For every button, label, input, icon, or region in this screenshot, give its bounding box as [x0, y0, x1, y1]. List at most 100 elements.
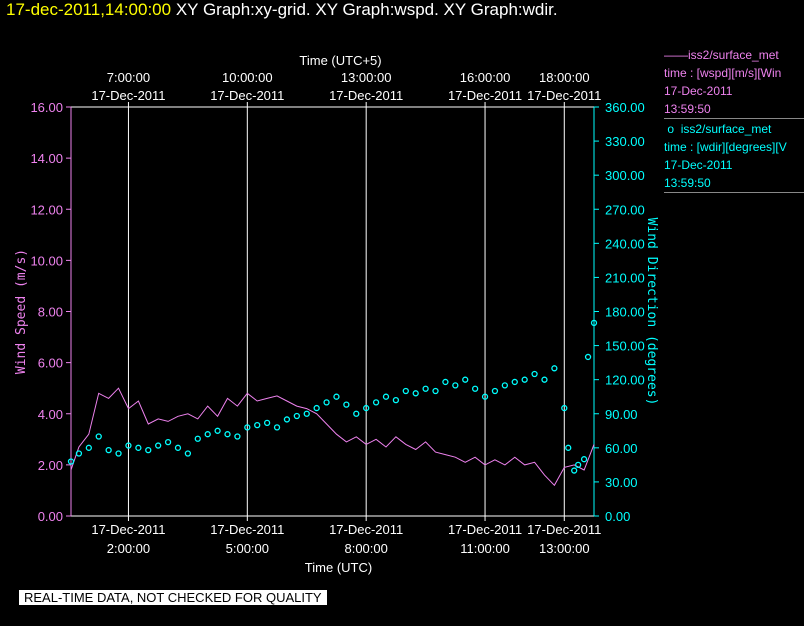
wind-direction-point	[402, 387, 409, 395]
wind-direction-point	[75, 450, 83, 457]
wind-direction-point	[303, 410, 310, 417]
wind-direction-point	[481, 393, 489, 400]
wind-direction-point	[452, 382, 459, 389]
top-tick-date: 17-Dec-2011	[448, 88, 522, 103]
bottom-tick-date: 17-Dec-2011	[527, 522, 601, 537]
right-tick-label: 210.00	[605, 270, 645, 285]
wind-direction-point	[590, 319, 598, 327]
wind-direction-point	[363, 404, 370, 412]
wind-direction-point	[432, 387, 439, 395]
top-tick-date: 17-Dec-2011	[329, 88, 403, 103]
right-tick-label: 120.00	[605, 373, 645, 388]
right-tick-label: 270.00	[605, 202, 645, 217]
wind-direction-point	[521, 376, 528, 383]
left-tick-label: 0.00	[38, 509, 63, 524]
wind-direction-point	[283, 416, 291, 423]
wind-direction-point	[382, 393, 390, 400]
legend-wind-direction: o iss2/surface_met time : [wdir][degrees…	[664, 118, 804, 193]
right-tick-label: 60.00	[605, 441, 638, 456]
right-tick-label: 0.00	[605, 509, 630, 524]
quality-notice: REAL-TIME DATA, NOT CHECKED FOR QUALITY	[19, 590, 327, 605]
wind-direction-point	[541, 376, 548, 383]
left-tick-label: 6.00	[38, 356, 63, 371]
right-axis-label: Wind Direction (degrees)	[644, 218, 659, 406]
bottom-tick-time: 5:00:00	[226, 541, 269, 556]
wind-direction-point	[85, 444, 92, 451]
wind-speed-line	[70, 387, 595, 487]
wind-direction-point	[584, 353, 592, 361]
top-tick-time: 10:00:00	[222, 70, 273, 85]
wind-direction-point	[343, 401, 350, 408]
legend-wind-speed: ——iss2/surface_met time : [wspd][m/s][Wi…	[664, 46, 804, 118]
wind-direction-point	[164, 439, 172, 446]
legend-wspd-title: ——iss2/surface_met	[664, 48, 779, 62]
right-tick-label: 150.00	[605, 339, 645, 354]
wind-direction-point	[580, 456, 588, 463]
bottom-tick-date: 17-Dec-2011	[448, 522, 522, 537]
wind-direction-point	[471, 385, 479, 392]
wind-direction-point	[531, 370, 538, 378]
wind-direction-point	[491, 387, 499, 395]
wind-direction-point	[263, 419, 271, 426]
bottom-axis-label: Time (UTC)	[305, 560, 372, 575]
top-tick-date: 17-Dec-2011	[210, 88, 284, 103]
top-tick-time: 13:00:00	[341, 70, 392, 85]
right-tick-label: 330.00	[605, 134, 645, 149]
legend-wspd-date: 17-Dec-2011	[664, 84, 733, 98]
wind-direction-point	[105, 446, 112, 454]
bottom-tick-time: 11:00:00	[460, 541, 510, 556]
wind-direction-point	[254, 421, 261, 429]
wind-direction-point	[372, 399, 380, 406]
wind-direction-point	[244, 424, 251, 431]
wind-direction-point	[333, 393, 340, 400]
wind-direction-point	[313, 404, 320, 412]
legend-wdir-title: o iss2/surface_met	[664, 122, 772, 136]
wind-direction-point	[115, 450, 122, 457]
right-tick-label: 30.00	[605, 475, 638, 490]
wind-direction-point	[442, 378, 449, 386]
wind-direction-point	[145, 446, 152, 454]
wind-direction-point	[323, 399, 330, 406]
wind-direction-point	[224, 431, 231, 438]
left-tick-label: 14.00	[30, 151, 63, 166]
wind-direction-point	[125, 442, 132, 449]
wind-direction-point	[551, 365, 558, 372]
wind-direction-point	[204, 431, 211, 438]
top-tick-time: 18:00:00	[539, 70, 590, 85]
wind-direction-point	[273, 424, 281, 431]
top-tick-time: 16:00:00	[460, 70, 511, 85]
top-tick-date: 17-Dec-2011	[527, 88, 601, 103]
wind-direction-point	[422, 385, 429, 392]
left-tick-label: 4.00	[38, 407, 63, 422]
left-tick-label: 16.00	[30, 100, 63, 115]
legend-wdir-desc: time : [wdir][degrees][V	[664, 140, 787, 154]
wind-direction-point	[67, 458, 75, 465]
wind-direction-point	[353, 410, 360, 417]
wind-direction-point	[135, 444, 142, 451]
legend-divider	[664, 118, 804, 119]
wind-direction-point	[293, 412, 300, 420]
wind-direction-point	[561, 404, 568, 412]
left-tick-label: 8.00	[38, 305, 63, 320]
wind-direction-point	[501, 382, 509, 389]
legend-divider	[664, 192, 804, 193]
left-tick-label: 10.00	[30, 253, 63, 268]
bottom-tick-time: 2:00:00	[107, 541, 150, 556]
right-tick-label: 240.00	[605, 236, 645, 251]
legend-wspd-time: 13:59:50	[664, 102, 711, 116]
wind-direction-point	[214, 427, 221, 434]
wind-direction-point	[511, 378, 518, 386]
right-tick-label: 300.00	[605, 168, 645, 183]
left-axis-label: Wind Speed (m/s)	[14, 249, 29, 374]
right-tick-label: 90.00	[605, 407, 638, 422]
wind-direction-point	[412, 390, 419, 397]
bottom-tick-time: 13:00:00	[539, 541, 590, 556]
top-tick-date: 17-Dec-2011	[91, 88, 165, 103]
wind-direction-point	[234, 433, 241, 440]
wind-direction-point	[392, 396, 400, 404]
wind-direction-point	[571, 467, 578, 474]
wind-direction-point	[155, 442, 162, 449]
timestamp-label: 17-dec-2011,14:00:00	[6, 0, 172, 19]
top-axis-label: Time (UTC+5)	[299, 53, 381, 68]
